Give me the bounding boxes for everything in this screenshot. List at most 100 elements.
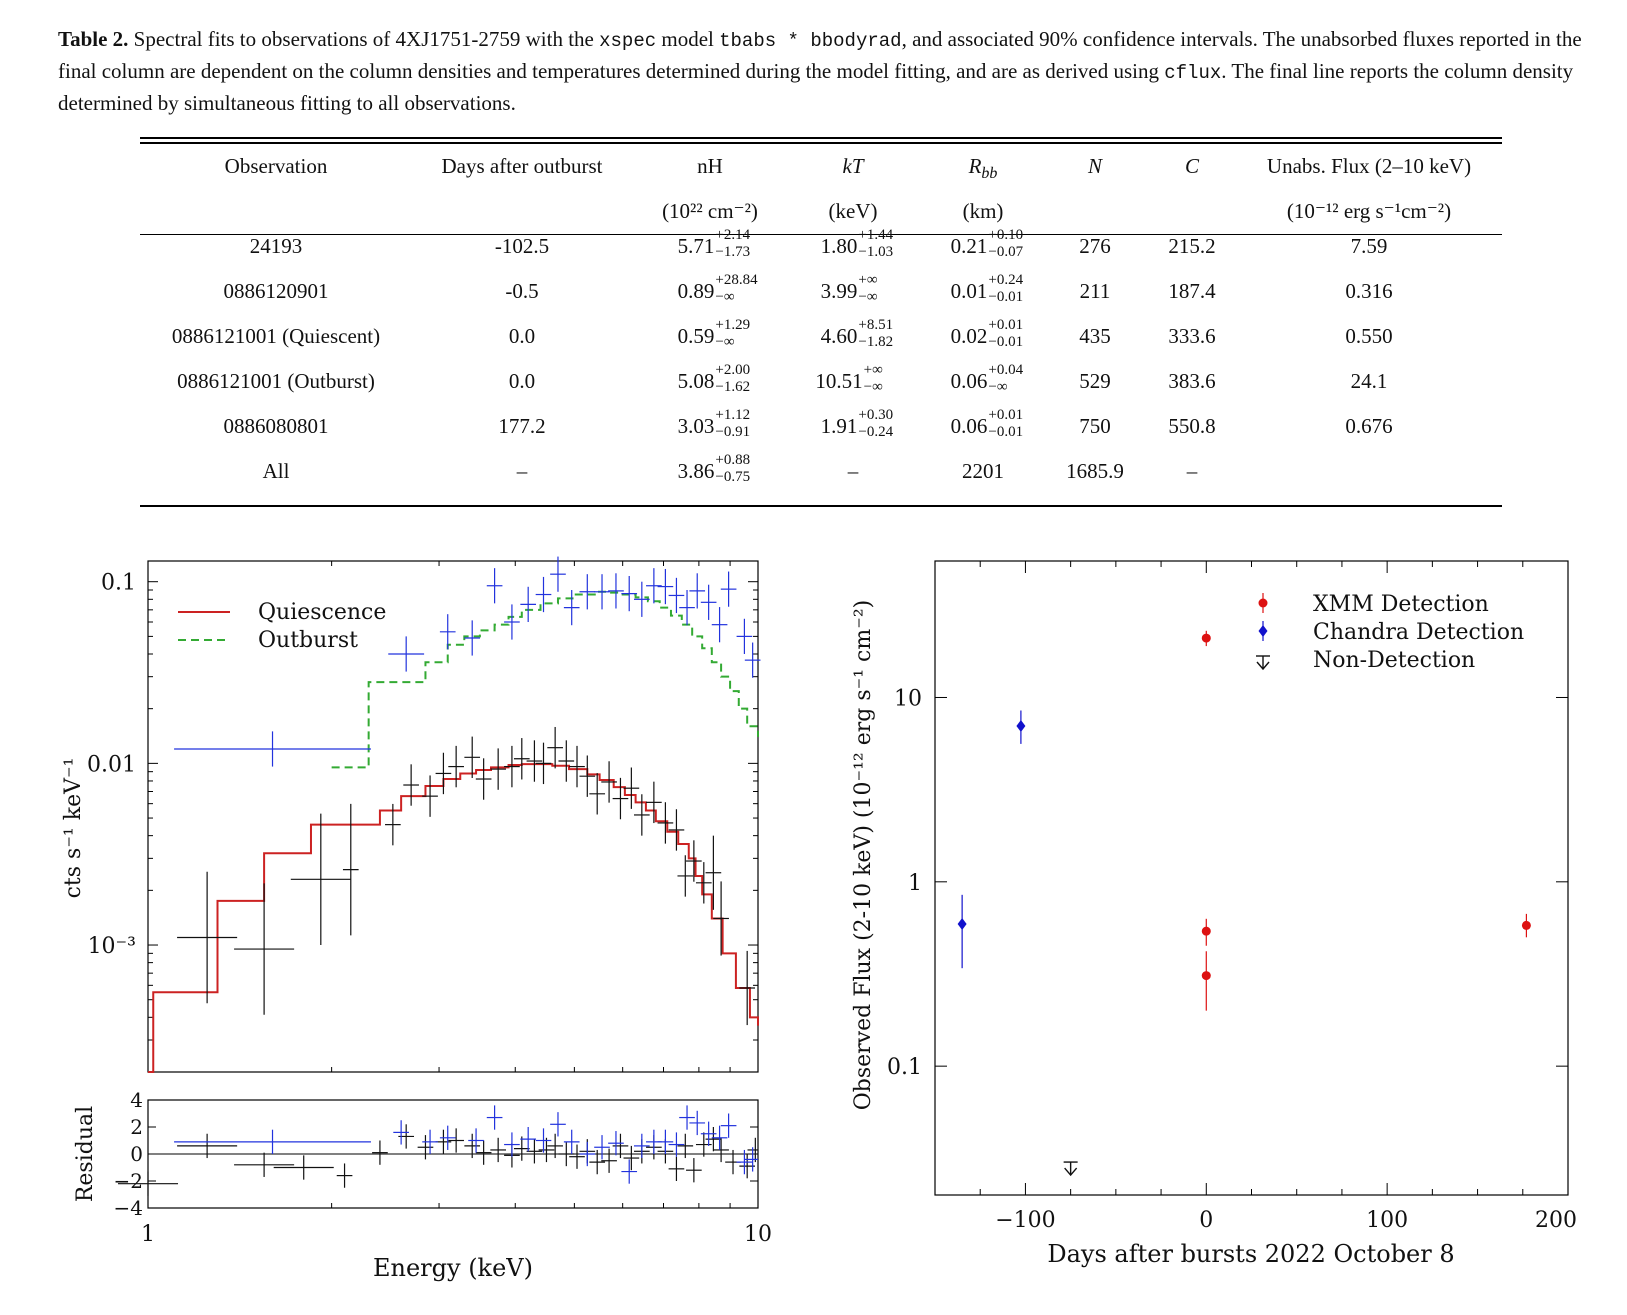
cell-c-value: 187.4 xyxy=(1168,279,1216,303)
xmm-point xyxy=(1521,920,1531,930)
caption-label: Table 2. xyxy=(58,27,129,51)
lower-error: −1.03 xyxy=(858,244,894,260)
cell-c: 187.4 xyxy=(1168,279,1215,304)
caption-code: tbabs * bbodyrad xyxy=(719,30,902,52)
legend-xmm-swatch xyxy=(1258,598,1268,608)
cell-days-value: 0.0 xyxy=(508,324,536,348)
cell-n-value: 1685.9 xyxy=(1066,459,1124,483)
cell-rbb: 0.21 +0.10 −0.07 xyxy=(950,227,1024,260)
cell-n-value: 435 xyxy=(1079,324,1111,348)
x-tick-label: −100 xyxy=(995,1208,1055,1233)
cell-observation-value: 0886120901 xyxy=(223,279,329,303)
cell-days: -102.5 xyxy=(495,234,549,259)
cell-n-value: 276 xyxy=(1079,234,1111,258)
upper-error: +2.14 xyxy=(715,227,751,243)
chandra-point xyxy=(957,918,967,931)
cell-n-value: 750 xyxy=(1079,414,1111,438)
lower-error: −0.07 xyxy=(988,244,1024,260)
lower-error: −∞ xyxy=(863,379,883,395)
cell-flux: 0.676 xyxy=(1345,414,1392,439)
upper-error: +8.51 xyxy=(858,317,894,333)
caption-text: , and associated 90% confidence interval… xyxy=(58,27,1582,83)
cell-c-value: 383.6 xyxy=(1168,369,1216,393)
caption-text: Spectral fits to observations of 4XJ1751… xyxy=(128,27,600,51)
cell-c-value: – xyxy=(1186,459,1198,483)
cell-days-value: 0.0 xyxy=(508,369,536,393)
upper-error: +0.24 xyxy=(988,272,1024,288)
y-axis-label: cts s⁻¹ keV⁻¹ xyxy=(61,758,86,899)
cell-nh-value: 5.08 +2.00 −1.62 xyxy=(677,362,751,395)
cell-days: 0.0 xyxy=(509,369,535,394)
cell-days-value: 177.2 xyxy=(498,414,546,438)
cell-observation: 0886120901 xyxy=(224,279,329,304)
cell-rbb-value: 0.06 +0.04 −∞ xyxy=(950,362,1024,395)
x-tick-label: 10 xyxy=(744,1222,772,1247)
upper-error: +28.84 xyxy=(715,272,758,288)
upper-error: +∞ xyxy=(863,362,883,378)
residual-y-tick-label: −2 xyxy=(114,1169,143,1193)
cell-nh: 0.89 +28.84 −∞ xyxy=(678,273,758,305)
cell-kt-value: 4.60 +8.51 −1.82 xyxy=(820,317,894,350)
lower-error: −0.01 xyxy=(988,424,1024,440)
lower-error: −∞ xyxy=(715,334,735,350)
cell-c: 215.2 xyxy=(1168,234,1215,259)
table-top-rule xyxy=(140,142,1502,144)
legend-quiescence-label: Quiescence xyxy=(258,600,386,625)
upper-error: +∞ xyxy=(858,272,878,288)
cell-flux-value: 0.676 xyxy=(1345,414,1393,438)
upper-error: +0.01 xyxy=(988,407,1024,423)
cell-nh: 3.03 +1.12 −0.91 xyxy=(678,408,750,440)
legend-outburst-label: Outburst xyxy=(258,628,358,653)
cell-observation: 0886121001 (Outburst) xyxy=(177,369,375,394)
cell-kt: 1.91 +0.30 −0.24 xyxy=(821,408,893,440)
cell-rbb-value: 0.01 +0.24 −0.01 xyxy=(950,272,1024,305)
cell-c: 383.6 xyxy=(1168,369,1215,394)
caption-code: cflux xyxy=(1164,62,1222,84)
lower-error: −0.01 xyxy=(988,334,1024,350)
cell-flux: 0.316 xyxy=(1345,279,1392,304)
upper-error: +0.01 xyxy=(988,317,1024,333)
legend-nondetection-swatch xyxy=(1256,661,1270,671)
cell-observation-value: 0886121001 (Outburst) xyxy=(177,369,375,393)
cell-nh-value: 0.59 +1.29 −∞ xyxy=(677,317,751,350)
cell-kt-value: 10.51 +∞ −∞ xyxy=(815,362,883,395)
caption-code: xspec xyxy=(599,30,657,52)
lower-error: −∞ xyxy=(858,289,878,305)
cell-c: – xyxy=(1187,459,1198,484)
cell-flux: 24.1 xyxy=(1351,369,1388,394)
cell-nh: 5.08 +2.00 −1.62 xyxy=(677,362,751,395)
cell-rbb: 2201 xyxy=(962,459,1004,484)
cell-n: 750 xyxy=(1079,414,1111,439)
cell-observation-value: 24193 xyxy=(249,234,303,258)
column-header-subscript: bb xyxy=(981,165,998,183)
cell-n: 435 xyxy=(1079,324,1111,349)
cell-kt: 3.99 +∞ −∞ xyxy=(821,273,878,305)
cell-flux-value: 24.1 xyxy=(1350,369,1388,393)
cell-n-value: 529 xyxy=(1079,369,1111,393)
legend-chandra-swatch xyxy=(1258,625,1268,637)
lower-error: −∞ xyxy=(715,289,735,305)
cell-rbb: 0.01 +0.24 −0.01 xyxy=(950,272,1024,305)
cell-days: 177.2 xyxy=(498,414,545,439)
upper-error: +0.30 xyxy=(858,407,894,423)
lower-error: −0.75 xyxy=(715,469,751,485)
upper-error: +1.12 xyxy=(715,407,751,423)
cell-kt: 4.60 +8.51 −1.82 xyxy=(820,317,894,350)
cell-rbb: 0.02 +0.01 −0.01 xyxy=(951,318,1023,350)
cell-rbb-value: 0.21 +0.10 −0.07 xyxy=(950,227,1024,260)
lightcurve-frame xyxy=(934,560,1569,1196)
y-tick-label: 10 xyxy=(894,686,922,711)
column-header: N xyxy=(1087,154,1103,178)
quiescence-model-line xyxy=(148,763,759,1073)
legend-xmm-label: XMM Detection xyxy=(1313,592,1489,617)
cell-n: 276 xyxy=(1079,234,1111,259)
caption-text: . The final line reports the column dens… xyxy=(58,59,1574,115)
column-header: nH xyxy=(697,154,723,178)
x-axis-label: Energy (keV) xyxy=(373,1254,533,1282)
cell-rbb: 0.06 +0.01 −0.01 xyxy=(951,408,1023,440)
lower-error: −1.62 xyxy=(715,379,751,395)
cell-kt-value: 1.80 +1.44 −1.03 xyxy=(820,227,894,260)
caption-text: model xyxy=(656,27,720,51)
upper-error: +1.29 xyxy=(715,317,751,333)
